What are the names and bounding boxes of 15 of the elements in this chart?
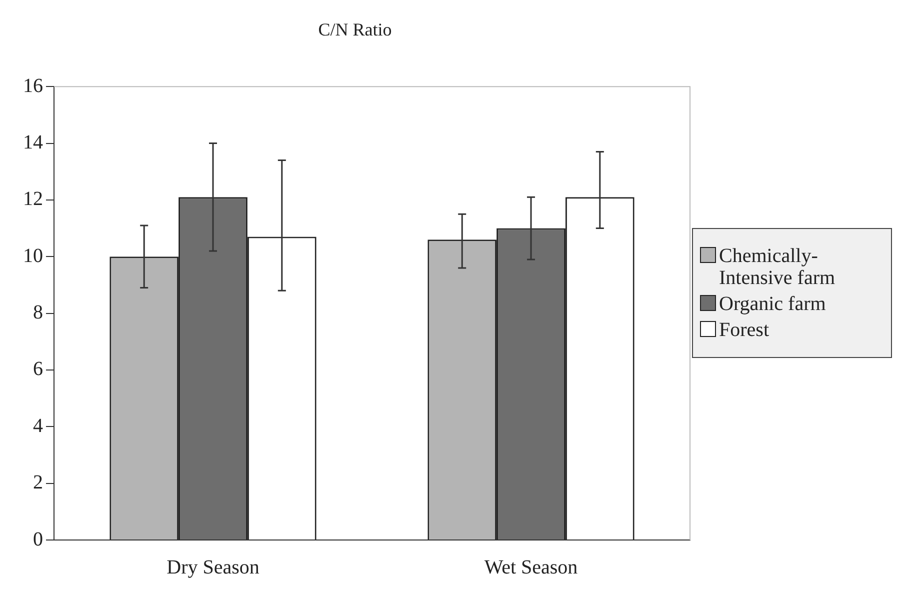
y-tick-label: 0	[33, 528, 43, 550]
y-tick-label: 4	[33, 414, 43, 437]
y-tick-label: 12	[23, 188, 43, 210]
y-tick-label: 8	[33, 302, 43, 324]
y-tick-label: 16	[23, 74, 43, 97]
x-tick-label: Dry Season	[166, 556, 260, 578]
y-tick-label: 10	[23, 244, 43, 267]
y-tick-label: 6	[33, 358, 43, 380]
y-tick-label: 2	[33, 472, 43, 494]
legend-label: Forest	[719, 319, 769, 341]
legend-label: Organic farm	[719, 293, 826, 315]
chart-title: C/N Ratio	[318, 20, 392, 40]
y-tick-label: 14	[23, 132, 43, 154]
x-tick-label: Wet Season	[484, 556, 578, 578]
legend-label: Chemically-Intensive farm	[719, 245, 836, 289]
